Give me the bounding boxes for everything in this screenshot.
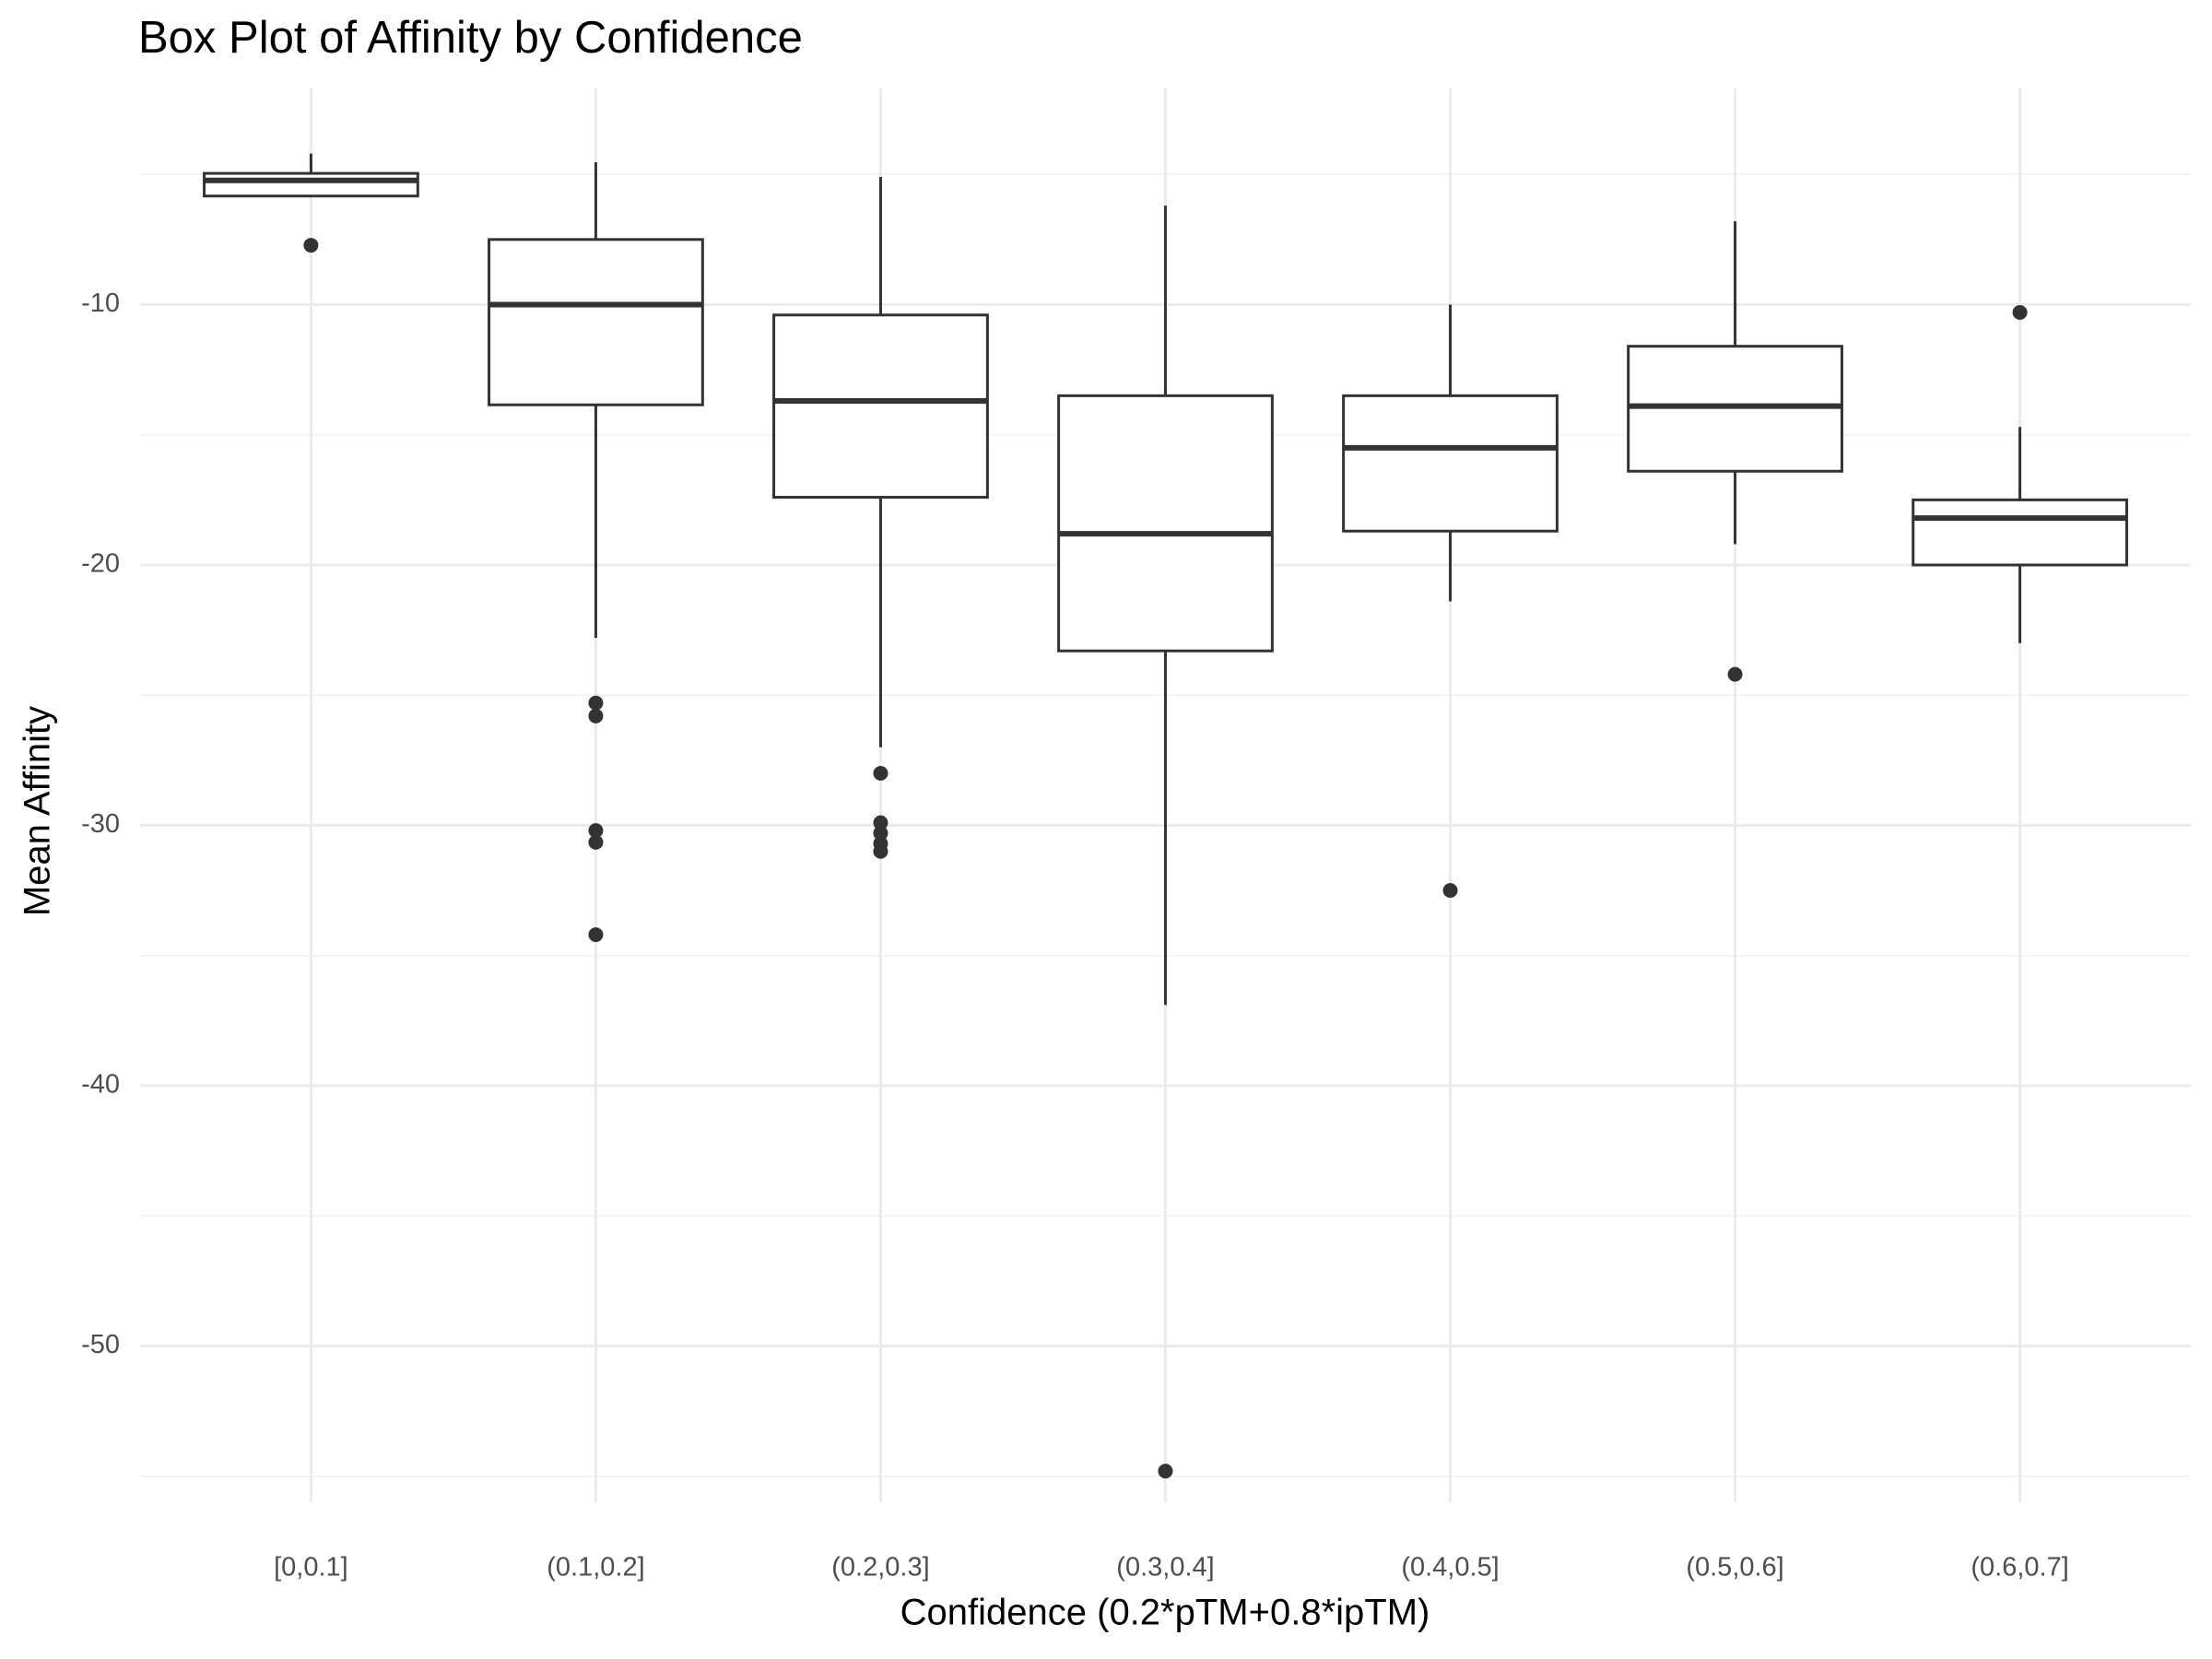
box — [1912, 498, 2128, 567]
box — [1342, 394, 1559, 533]
y-tick-label: -20 — [81, 549, 120, 579]
x-tick-label: (0.3,0.4] — [1116, 1553, 1214, 1583]
y-tick-label: -30 — [81, 809, 120, 839]
x-tick-label: (0.1,0.2] — [547, 1553, 644, 1583]
x-tick-label: (0.6,0.7] — [1971, 1553, 2068, 1583]
x-tick-label: (0.2,0.3] — [831, 1553, 929, 1583]
x-axis-title: Confidence (0.2*pTM+0.8*ipTM) — [900, 1593, 1430, 1633]
outlier — [588, 708, 604, 724]
outlier — [1442, 883, 1458, 899]
outlier — [1727, 666, 1743, 682]
outlier — [2012, 304, 2028, 320]
outlier — [1158, 1464, 1173, 1479]
y-axis-title: Mean Affinity — [18, 706, 58, 916]
outlier — [588, 823, 604, 839]
y-tick-label: -10 — [81, 288, 120, 318]
x-tick-label: [0,0.1] — [274, 1553, 348, 1583]
outlier — [588, 927, 604, 943]
y-tick-label: -40 — [81, 1070, 120, 1100]
x-tick-label: (0.4,0.5] — [1401, 1553, 1499, 1583]
outlier — [303, 238, 319, 253]
plot-area — [203, 153, 2128, 1479]
outlier — [588, 834, 604, 850]
box — [1057, 394, 1274, 653]
outlier — [873, 843, 888, 859]
box — [203, 171, 419, 198]
y-tick-label: -50 — [81, 1330, 120, 1359]
outlier — [873, 815, 888, 830]
chart-title: Box Plot of Affinity by Confidence — [138, 13, 803, 63]
box — [488, 238, 704, 406]
grid: -50 -40 -30 -20 -10 [0,0.1] (0.1,0.2] (0.2,0.3]… — [81, 88, 2191, 1583]
box — [772, 313, 989, 500]
outlier — [873, 825, 888, 841]
outlier — [588, 695, 604, 711]
outlier — [873, 765, 888, 781]
x-tick-label: (0.5,0.6] — [1686, 1553, 1783, 1583]
